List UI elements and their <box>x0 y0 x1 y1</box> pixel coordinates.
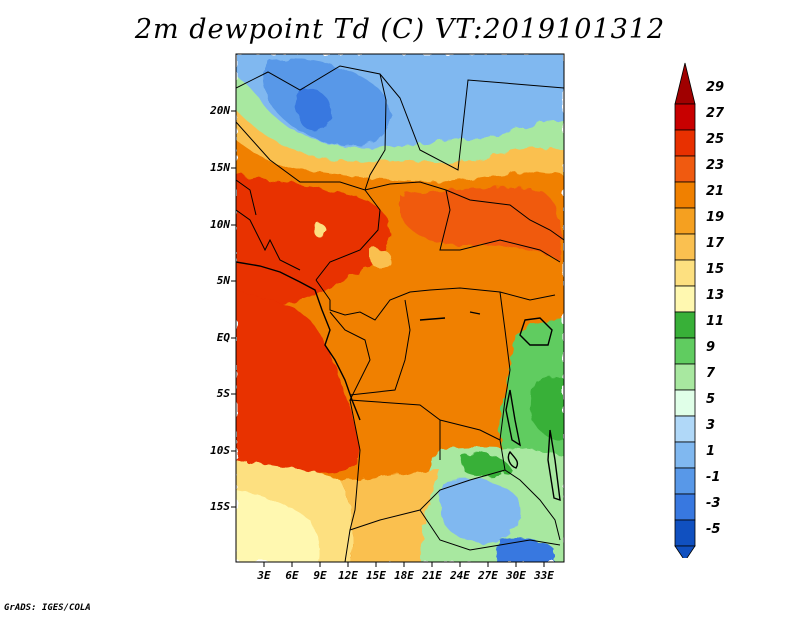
colorbar-label: 19 <box>706 210 725 225</box>
colorbar <box>674 62 696 558</box>
colorbar-swatch <box>674 62 696 105</box>
colorbar-swatch <box>674 233 696 261</box>
lon-label: 27E <box>478 569 498 582</box>
colorbar-label: 13 <box>706 288 725 303</box>
lon-label: 18E <box>394 569 414 582</box>
colorbar-swatch <box>674 441 696 469</box>
lat-label: 15S <box>210 500 230 513</box>
lat-label: EQ <box>216 331 230 344</box>
colorbar-label: 5 <box>706 392 716 407</box>
coastlines <box>236 261 561 502</box>
colorbar-swatch <box>674 311 696 339</box>
lat-label: 5S <box>216 387 230 400</box>
colorbar-label: -1 <box>706 470 721 485</box>
lat-label: 10S <box>210 444 230 457</box>
colorbar-label: 23 <box>706 158 725 173</box>
dewpoint-field <box>236 54 564 562</box>
lon-label: 30E <box>506 569 526 582</box>
map-title: 2m dewpoint Td (C) VT:2019101312 <box>134 14 666 45</box>
colorbar-swatch <box>674 103 696 131</box>
colorbar-swatch <box>674 181 696 209</box>
colorbar-swatch <box>674 467 696 495</box>
colorbar-label: 21 <box>706 184 725 199</box>
colorbar-label: 9 <box>706 340 716 355</box>
colorbar-label: 3 <box>706 418 716 433</box>
colorbar-swatch <box>674 389 696 417</box>
colorbar-swatch <box>674 207 696 235</box>
colorbar-label: -5 <box>706 522 721 537</box>
colorbar-label: 17 <box>706 236 725 251</box>
lat-label: 20N <box>210 104 230 117</box>
colorbar-label: 1 <box>706 444 716 459</box>
lon-label: 9E <box>313 569 327 582</box>
colorbar-swatch <box>674 337 696 365</box>
colorbar-label: 29 <box>706 80 725 95</box>
colorbar-swatch <box>674 259 696 287</box>
lat-label: 10N <box>210 218 230 231</box>
lon-label: 15E <box>366 569 386 582</box>
colorbar-swatch <box>674 493 696 521</box>
lon-label: 21E <box>422 569 442 582</box>
lon-label: 24E <box>450 569 470 582</box>
lat-label: 15N <box>210 161 230 174</box>
colorbar-swatch <box>674 363 696 391</box>
colorbar-swatch <box>674 155 696 183</box>
colorbar-label: 25 <box>706 132 725 147</box>
colorbar-swatch <box>674 129 696 157</box>
map-frame <box>235 53 565 563</box>
colorbar-swatch <box>674 415 696 443</box>
country-boundaries <box>236 65 564 562</box>
lon-label: 3E <box>257 569 271 582</box>
credit-text: GrADS: IGES/COLA <box>4 603 91 613</box>
lon-label: 12E <box>338 569 358 582</box>
lon-label: 33E <box>534 569 554 582</box>
lat-label: 5N <box>216 274 230 287</box>
colorbar-swatch <box>674 519 696 547</box>
lon-label: 6E <box>285 569 299 582</box>
colorbar-label: -3 <box>706 496 721 511</box>
colorbar-label: 11 <box>706 314 725 329</box>
colorbar-label: 7 <box>706 366 716 381</box>
colorbar-label: 15 <box>706 262 725 277</box>
colorbar-arrow-bottom <box>674 545 696 558</box>
colorbar-swatch <box>674 285 696 313</box>
colorbar-label: 27 <box>706 106 725 121</box>
